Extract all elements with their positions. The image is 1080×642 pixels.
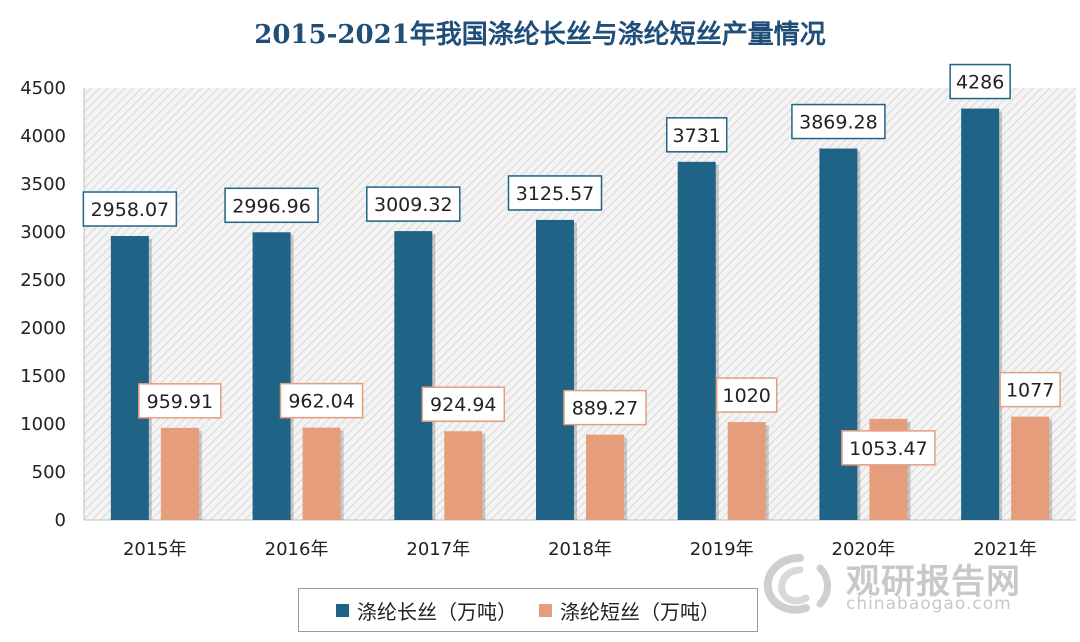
data-label-box-long-filament [949, 63, 1011, 100]
y-tick-label: 1000 [20, 414, 66, 435]
data-label-long-filament: 2996.96 [232, 195, 311, 217]
data-label-long-filament: 4286 [956, 72, 1004, 94]
data-label-long-filament: 3869.28 [799, 112, 878, 134]
data-label-staple-fiber: 1077 [1006, 380, 1054, 402]
swirl-logo-icon [763, 554, 831, 614]
legend-label-long-filament: 涤纶长丝（万吨） [357, 599, 517, 624]
y-tick-label: 2000 [20, 318, 66, 339]
data-label-staple-fiber: 1053.47 [849, 438, 928, 460]
bar-staple-fiber [1011, 416, 1050, 520]
data-label-box-long-filament [665, 117, 728, 153]
data-label-box-staple-fiber [999, 371, 1061, 408]
chart-title: 2015-2021年我国涤纶长丝与涤纶短丝产量情况 [254, 20, 826, 50]
watermark-url: chinabaogao.com [846, 594, 1012, 614]
bar-staple-fiber [727, 422, 766, 520]
x-category-label: 2018年 [548, 539, 612, 560]
y-tick-label: 3000 [20, 222, 66, 243]
data-label-box-staple-fiber [279, 382, 364, 419]
data-label-long-filament: 3125.57 [516, 183, 595, 205]
x-axis-categories: 2015年 2016年 2017年 2018年 2019年 2020年 2021年 [123, 539, 1037, 560]
data-labels: 2958.07 959.91 2996.96 962.04 3009.32 924.94 3… [82, 63, 1061, 466]
data-label-box-long-filament [366, 186, 461, 222]
bar-staple-fiber [302, 427, 341, 520]
data-label-box-staple-fiber [715, 377, 778, 413]
watermark: 观研报告网 chinabaogao.com [760, 550, 1070, 620]
legend-swatch-staple-fiber [539, 603, 552, 617]
data-label-staple-fiber: 889.27 [572, 398, 638, 420]
y-axis-ticks: 0 500 1000 1500 2000 2500 3000 3500 4000 4500 [20, 78, 66, 531]
data-label-staple-fiber: 962.04 [288, 391, 354, 413]
y-tick-label: 1500 [20, 366, 66, 387]
x-category-label: 2016年 [265, 539, 329, 560]
data-label-box-long-filament [791, 103, 886, 140]
data-label-box-long-filament [82, 191, 178, 227]
y-tick-label: 2500 [20, 270, 66, 291]
bar-staple-fiber [444, 431, 483, 520]
data-label-box-long-filament [507, 175, 603, 211]
y-tick-label: 3500 [20, 174, 66, 195]
y-tick-label: 0 [55, 510, 66, 531]
data-label-long-filament: 3731 [673, 125, 721, 147]
legend-label-staple-fiber: 涤纶短丝（万吨） [560, 599, 720, 624]
bar-long-filament [677, 161, 716, 520]
y-tick-label: 4500 [20, 78, 66, 99]
data-label-box-staple-fiber [563, 389, 647, 426]
bar-long-filament [394, 231, 433, 520]
x-category-label: 2015年 [123, 539, 187, 560]
legend-swatch-long-filament [336, 603, 349, 617]
bar-long-filament [961, 108, 1000, 520]
bar-long-filament [536, 219, 574, 520]
data-label-box-staple-fiber [421, 386, 506, 422]
watermark-name: 观研报告网 [846, 562, 1021, 602]
data-label-box-staple-fiber [841, 430, 936, 466]
bar-staple-fiber [160, 427, 199, 520]
y-tick-label: 4000 [20, 126, 66, 147]
data-label-staple-fiber: 1020 [723, 385, 771, 407]
data-label-long-filament: 3009.32 [374, 194, 453, 216]
bar-long-filament [110, 236, 149, 521]
data-label-box-staple-fiber [138, 383, 222, 419]
data-label-long-filament: 2958.07 [91, 199, 170, 221]
x-category-label: 2021年 [973, 539, 1037, 560]
bar-long-filament [252, 232, 291, 520]
legend-item-long-filament: 涤纶长丝（万吨） [336, 596, 517, 625]
legend-item-staple-fiber: 涤纶短丝（万吨） [539, 596, 720, 625]
legend: 涤纶长丝（万吨） 涤纶短丝（万吨） [298, 588, 758, 632]
data-label-staple-fiber: 959.91 [147, 391, 213, 413]
x-category-label: 2019年 [690, 539, 754, 560]
x-category-label: 2020年 [832, 539, 896, 560]
bars [110, 108, 1053, 521]
bar-staple-fiber [586, 434, 624, 520]
data-label-box-long-filament [224, 187, 319, 224]
y-tick-label: 500 [32, 462, 66, 483]
data-label-staple-fiber: 924.94 [430, 394, 496, 416]
x-category-label: 2017年 [406, 539, 470, 560]
